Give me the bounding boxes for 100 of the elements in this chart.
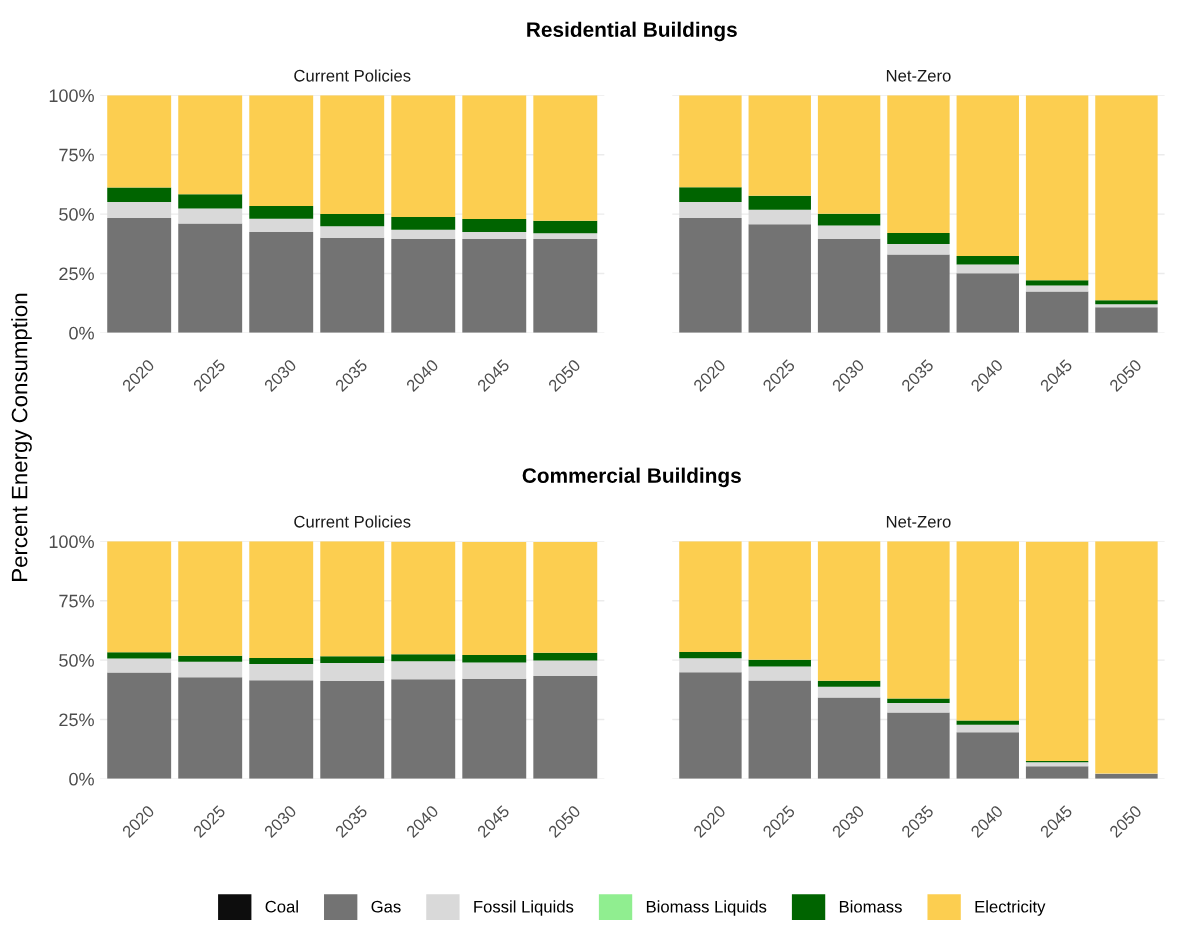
bar [533, 239, 598, 333]
bar [178, 661, 243, 678]
bar [887, 712, 950, 779]
legend-label: Fossil Liquids [474, 900, 574, 916]
bar [249, 680, 314, 779]
bar [178, 655, 243, 662]
bar [1025, 762, 1089, 767]
bar [887, 254, 950, 333]
bar [956, 255, 1019, 265]
bar [391, 239, 456, 333]
bar [107, 652, 172, 659]
bar [533, 95, 598, 221]
bar [1025, 541, 1089, 762]
bar [533, 660, 598, 677]
bar [956, 732, 1019, 779]
bar [249, 541, 314, 658]
bar [1095, 541, 1158, 774]
bar [320, 541, 385, 657]
bar [107, 541, 172, 653]
bar [817, 95, 881, 214]
text: Commercial Buildings [522, 467, 741, 488]
bar [249, 663, 314, 681]
y-tick-label: 100% [49, 89, 94, 103]
legend-label: Biomass [839, 900, 902, 913]
bar [533, 652, 598, 661]
bar [178, 223, 243, 333]
bar [107, 187, 172, 202]
legend-label: Gas [371, 900, 401, 913]
y-tick-label: 75% [59, 148, 94, 162]
bar [1025, 766, 1089, 779]
bar [320, 214, 385, 227]
bar [1095, 307, 1158, 333]
bar [887, 541, 950, 699]
bar [817, 225, 881, 239]
y-axis-title: Percent Energy Consumption [11, 293, 32, 581]
bar [887, 95, 950, 234]
bar [462, 95, 527, 220]
bar [178, 677, 243, 779]
y-tick-label: 0% [69, 326, 94, 340]
bar [748, 659, 811, 667]
y-tick-label: 100% [49, 535, 94, 549]
bar [1095, 304, 1158, 308]
bar [249, 231, 314, 333]
bar [887, 703, 950, 713]
legend-label: Coal [265, 900, 298, 913]
bar [178, 208, 243, 224]
bar [391, 216, 456, 230]
bar [679, 202, 742, 218]
bar [679, 95, 742, 188]
bar [1025, 95, 1089, 281]
bar [748, 95, 811, 196]
bar [462, 542, 527, 656]
bar [462, 655, 527, 663]
bar [107, 95, 172, 188]
bar [391, 95, 456, 217]
bar [679, 652, 742, 659]
bar [748, 195, 811, 210]
bar [887, 233, 950, 245]
bar [956, 724, 1019, 733]
bar [391, 654, 456, 662]
bar [320, 95, 385, 215]
chart-title: Current Policies [294, 515, 411, 528]
bar [320, 681, 385, 779]
bar [679, 187, 742, 202]
bar [320, 237, 385, 333]
bar [1095, 95, 1158, 301]
bar [462, 231, 527, 240]
bar [178, 541, 243, 656]
bar [956, 95, 1019, 256]
bar [1095, 300, 1158, 305]
bar [748, 680, 811, 779]
bar [249, 206, 314, 219]
bar [956, 720, 1019, 725]
legend-label: Electricity [975, 900, 1046, 916]
y-tick-label: 50% [59, 654, 94, 667]
bar [817, 680, 881, 687]
bar [817, 697, 881, 779]
bar [391, 661, 456, 680]
bar [1025, 280, 1089, 286]
bar [178, 95, 243, 195]
bar [107, 202, 172, 218]
bar [249, 95, 314, 207]
bar [533, 220, 598, 234]
bar [748, 541, 811, 660]
bar [320, 226, 385, 238]
bar [679, 672, 742, 779]
bar [462, 662, 527, 679]
bar [748, 224, 811, 333]
y-tick-label: 25% [59, 713, 94, 727]
y-tick-label: 0% [69, 772, 94, 786]
legend-label: Biomass Liquids [646, 900, 767, 916]
bar [748, 666, 811, 681]
bar [462, 219, 527, 232]
bar [107, 672, 172, 779]
bar [533, 676, 598, 779]
bar [817, 238, 881, 333]
bar [533, 542, 598, 653]
bar [391, 679, 456, 779]
bar [462, 239, 527, 333]
bar [956, 541, 1019, 721]
